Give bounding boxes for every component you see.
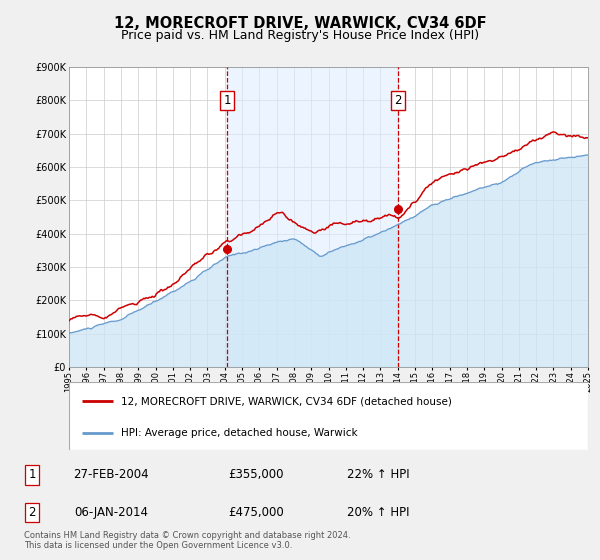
Text: £355,000: £355,000 xyxy=(229,468,284,481)
Text: 2: 2 xyxy=(29,506,36,519)
Text: 06-JAN-2014: 06-JAN-2014 xyxy=(74,506,148,519)
FancyBboxPatch shape xyxy=(69,382,588,450)
Text: 1: 1 xyxy=(29,468,36,481)
Text: Price paid vs. HM Land Registry's House Price Index (HPI): Price paid vs. HM Land Registry's House … xyxy=(121,29,479,42)
Text: Contains HM Land Registry data © Crown copyright and database right 2024.
This d: Contains HM Land Registry data © Crown c… xyxy=(23,531,350,550)
Text: 22% ↑ HPI: 22% ↑ HPI xyxy=(347,468,410,481)
Text: £475,000: £475,000 xyxy=(229,506,284,519)
Bar xyxy=(227,67,398,367)
Text: HPI: Average price, detached house, Warwick: HPI: Average price, detached house, Warw… xyxy=(121,428,358,438)
Text: 27-FEB-2004: 27-FEB-2004 xyxy=(73,468,149,481)
Text: 1: 1 xyxy=(224,94,231,107)
Text: 2: 2 xyxy=(394,94,402,107)
Text: 20% ↑ HPI: 20% ↑ HPI xyxy=(347,506,410,519)
Text: 12, MORECROFT DRIVE, WARWICK, CV34 6DF (detached house): 12, MORECROFT DRIVE, WARWICK, CV34 6DF (… xyxy=(121,396,452,407)
Text: 12, MORECROFT DRIVE, WARWICK, CV34 6DF: 12, MORECROFT DRIVE, WARWICK, CV34 6DF xyxy=(113,16,487,31)
